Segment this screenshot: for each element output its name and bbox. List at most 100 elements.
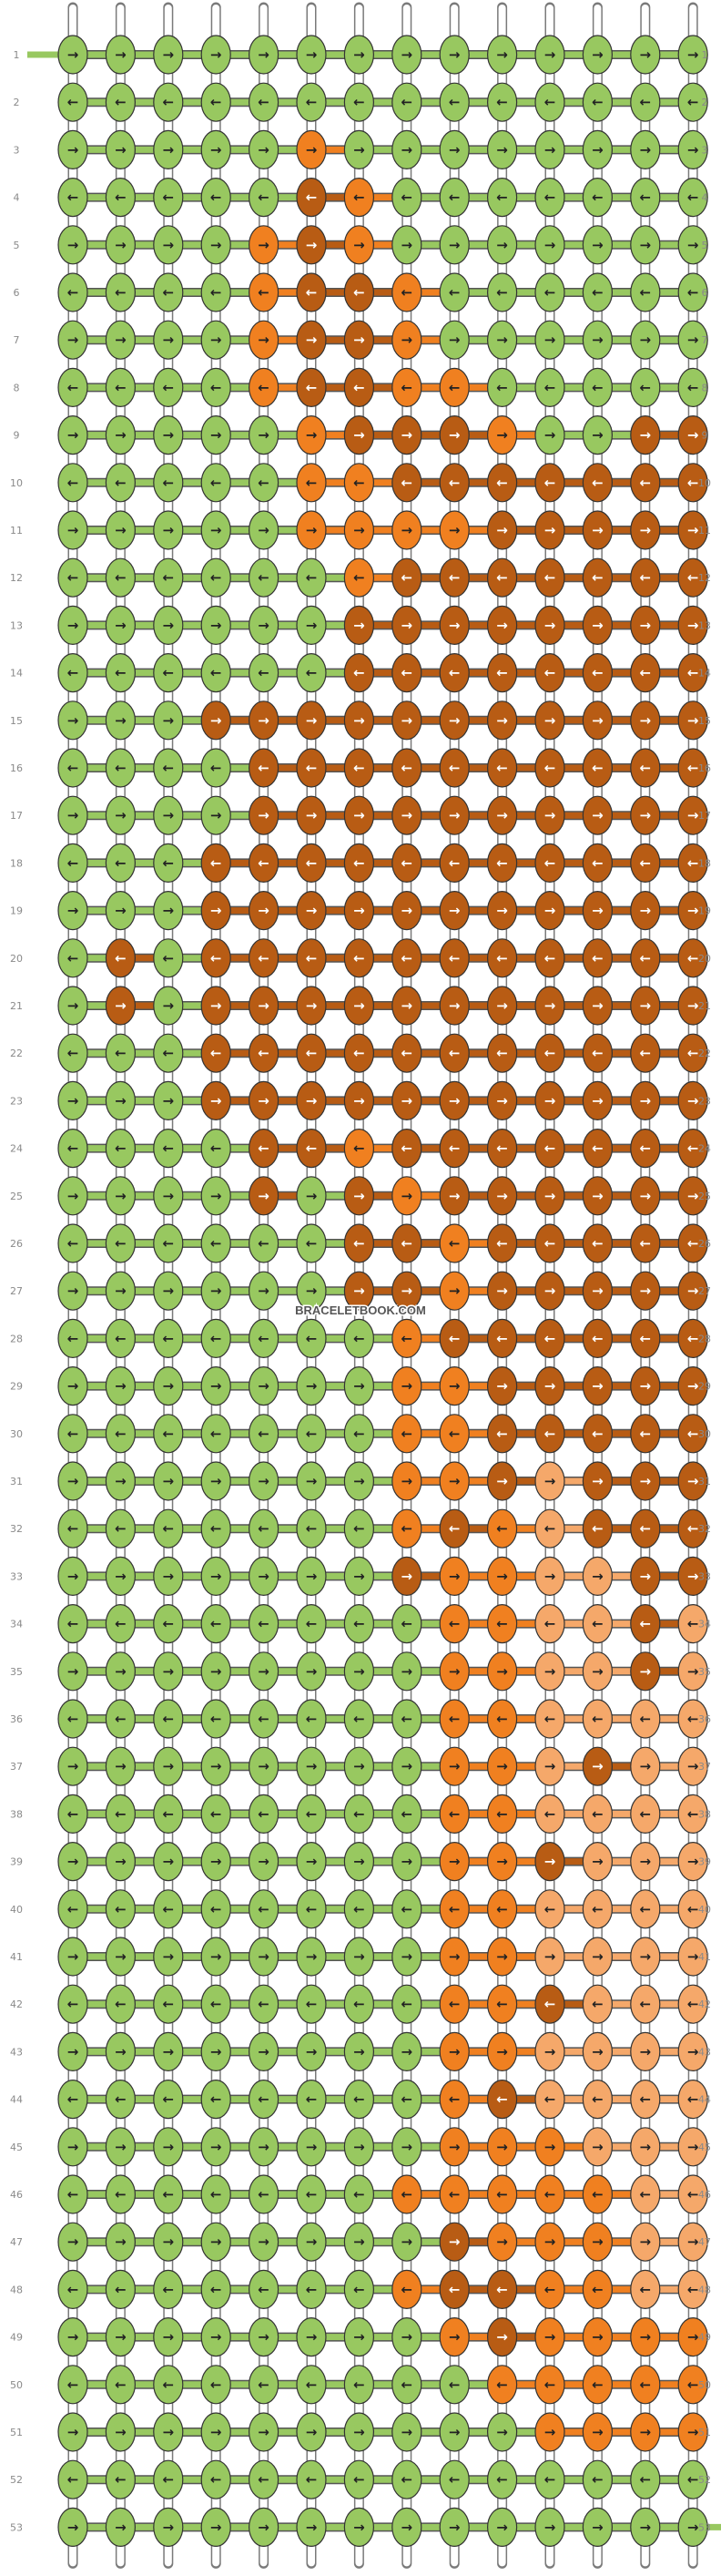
arrow-left-icon: ← [163,1520,175,1537]
knot [486,605,518,646]
arrow-right-icon: → [592,46,604,63]
knot [153,2174,184,2214]
knot [486,1651,518,1692]
arrow-right-icon: → [496,141,508,158]
knot [439,843,470,884]
row-number-left: 10 [10,477,23,489]
knot [200,2507,231,2547]
arrow-left-icon: ← [640,475,652,491]
knot [486,82,518,122]
arrow-left-icon: ← [592,854,604,871]
knot [582,510,614,550]
row-number-right: 25 [698,1191,711,1202]
arrow-right-icon: → [687,1568,699,1584]
arrow-right-icon: → [640,2519,652,2535]
arrow-right-icon: → [401,997,413,1014]
arrow-right-icon: → [210,1663,222,1680]
knot [582,1271,614,1311]
knot [486,1033,518,1073]
arrow-right-icon: → [592,1283,604,1299]
arrow-left-icon: ← [115,1616,127,1632]
arrow-right-icon: → [496,522,508,538]
arrow-right-icon: → [258,237,269,253]
arrow-right-icon: → [592,1378,604,1395]
arrow-right-icon: → [449,2519,461,2535]
row-number-left: 45 [10,2142,23,2153]
knot [200,2127,231,2167]
knot [57,986,88,1026]
knot [391,986,422,1026]
arrow-right-icon: → [210,46,222,63]
arrow-right-icon: → [210,1758,222,1774]
knot [296,890,327,931]
knot-row: ← ← ← ← ← ← ← ← ← ← ← ← ← ← [57,2269,708,2309]
arrow-right-icon: → [496,712,508,729]
arrow-right-icon: → [449,2329,461,2346]
arrow-right-icon: → [544,1283,556,1299]
arrow-right-icon: → [496,1758,508,1774]
arrow-right-icon: → [258,807,269,823]
knot [677,1556,708,1597]
knot [582,367,614,407]
knot [486,1937,518,1977]
arrow-right-icon: → [544,522,556,538]
knot [439,652,470,693]
arrow-left-icon: ← [449,1996,461,2012]
knot [534,1318,565,1359]
arrow-left-icon: ← [449,475,461,491]
arrow-left-icon: ← [401,2091,413,2108]
arrow-right-icon: → [306,1758,318,1774]
arrow-left-icon: ← [353,475,365,491]
knot [486,225,518,265]
arrow-left-icon: ← [496,2471,508,2488]
knot [630,1080,661,1121]
arrow-left-icon: ← [496,2186,508,2203]
knot [105,1176,136,1216]
arrow-left-icon: ← [258,284,269,301]
arrow-left-icon: ← [163,475,175,491]
arrow-left-icon: ← [353,2186,365,2203]
knot [439,2080,470,2120]
arrow-right-icon: → [640,1378,652,1395]
arrow-left-icon: ← [592,1426,604,1442]
knot [486,367,518,407]
knot [391,463,422,503]
knot [391,2412,422,2452]
knot [57,463,88,503]
arrow-left-icon: ← [496,1330,508,1346]
knot [630,2127,661,2167]
knot [296,2174,327,2214]
knot [105,2317,136,2357]
knot [486,795,518,835]
knot [534,1080,565,1121]
arrow-left-icon: ← [687,1616,699,1632]
arrow-left-icon: ← [67,760,79,776]
knot [534,1414,565,1454]
knot [296,1794,327,1835]
arrow-left-icon: ← [401,1996,413,2012]
arrow-left-icon: ← [592,1140,604,1157]
arrow-right-icon: → [163,1378,175,1395]
knot [57,1556,88,1597]
knot [57,557,88,598]
knot [630,605,661,646]
knot [249,129,279,169]
arrow-right-icon: → [115,1092,127,1109]
knot [249,652,279,693]
arrow-right-icon: → [258,903,269,919]
arrow-right-icon: → [67,2424,79,2440]
knot [57,1080,88,1121]
arrow-right-icon: → [115,1663,127,1680]
row-number-left: 41 [10,1951,23,1963]
arrow-right-icon: → [67,1568,79,1584]
arrow-left-icon: ← [306,1426,318,1442]
knot [439,1176,470,1216]
knot [630,82,661,122]
arrow-left-icon: ← [115,2186,127,2203]
knot [153,700,184,741]
arrow-right-icon: → [544,807,556,823]
arrow-right-icon: → [592,237,604,253]
knot [677,1603,708,1644]
knot [105,1033,136,1073]
knot [534,986,565,1026]
